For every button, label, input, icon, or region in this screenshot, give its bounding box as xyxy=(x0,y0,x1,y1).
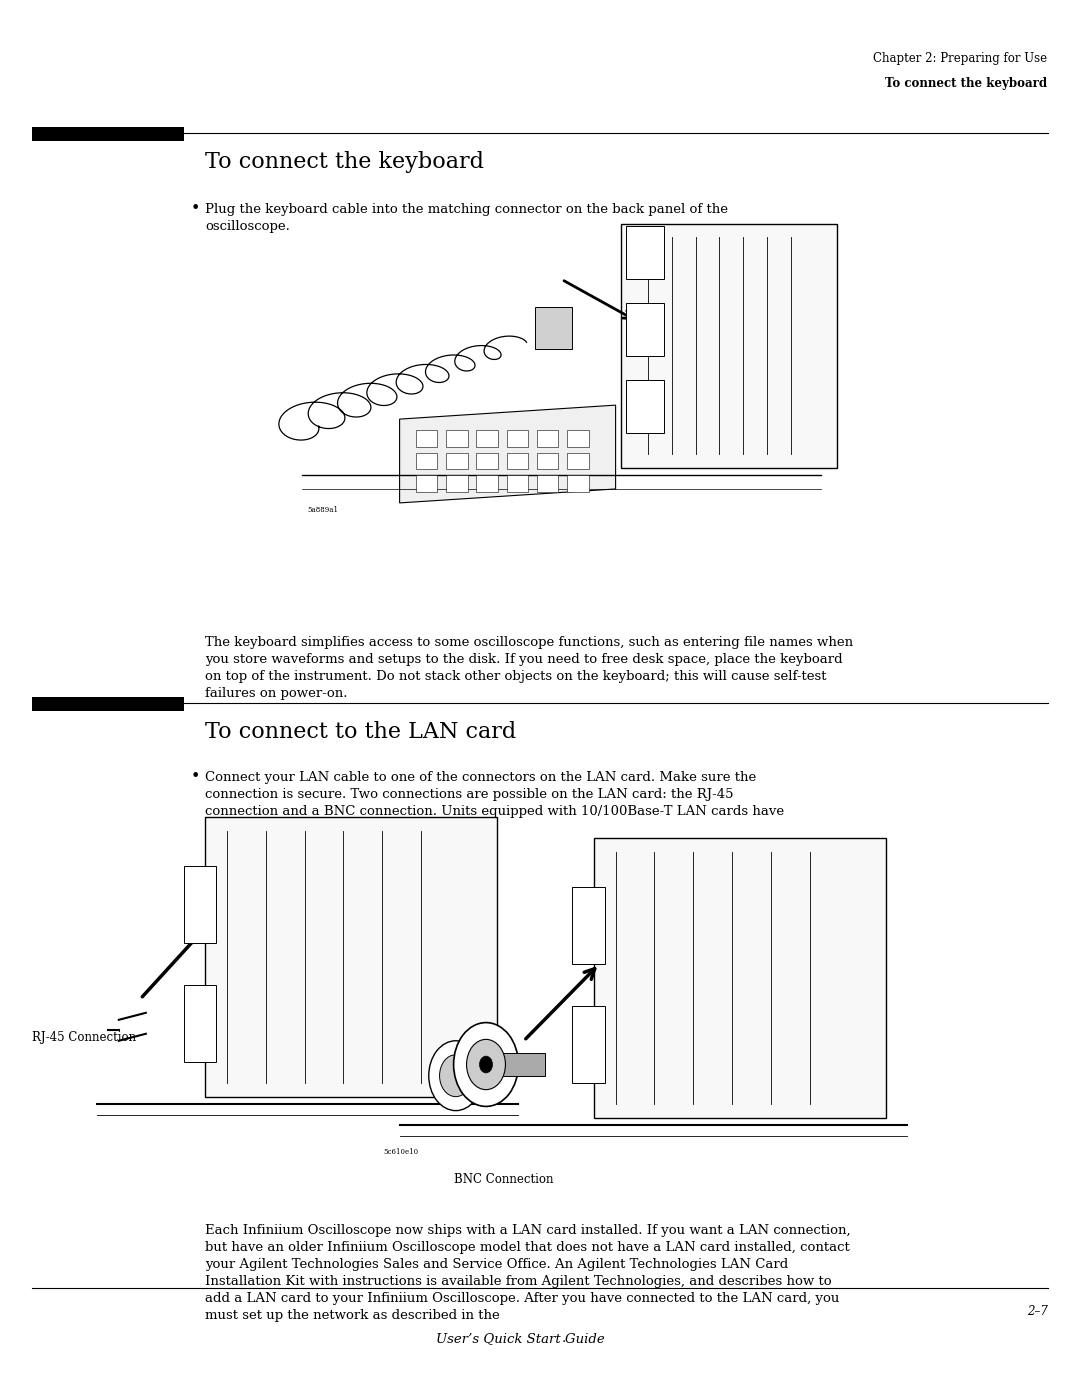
Text: 2–7: 2–7 xyxy=(1027,1305,1048,1317)
FancyBboxPatch shape xyxy=(32,697,184,711)
Text: 5c610e10: 5c610e10 xyxy=(383,1148,419,1157)
FancyBboxPatch shape xyxy=(507,430,528,447)
Text: BNC Connection: BNC Connection xyxy=(454,1173,553,1186)
FancyBboxPatch shape xyxy=(416,430,437,447)
FancyBboxPatch shape xyxy=(476,475,498,492)
FancyBboxPatch shape xyxy=(446,453,468,469)
Circle shape xyxy=(454,1023,518,1106)
FancyBboxPatch shape xyxy=(567,453,589,469)
Circle shape xyxy=(467,1039,505,1090)
FancyBboxPatch shape xyxy=(572,887,605,964)
FancyBboxPatch shape xyxy=(476,453,498,469)
FancyBboxPatch shape xyxy=(476,430,498,447)
FancyBboxPatch shape xyxy=(184,985,216,1062)
FancyBboxPatch shape xyxy=(507,475,528,492)
Text: Chapter 2: Preparing for Use: Chapter 2: Preparing for Use xyxy=(874,52,1048,64)
FancyBboxPatch shape xyxy=(626,303,664,356)
FancyBboxPatch shape xyxy=(567,475,589,492)
FancyBboxPatch shape xyxy=(626,380,664,433)
FancyBboxPatch shape xyxy=(416,453,437,469)
FancyBboxPatch shape xyxy=(446,430,468,447)
FancyBboxPatch shape xyxy=(481,1053,545,1076)
Circle shape xyxy=(429,1041,483,1111)
Text: Connect your LAN cable to one of the connectors on the LAN card. Make sure the
c: Connect your LAN cable to one of the con… xyxy=(205,771,784,835)
Text: To connect to the LAN card: To connect to the LAN card xyxy=(205,721,516,743)
Polygon shape xyxy=(400,405,616,503)
Text: To connect the keyboard: To connect the keyboard xyxy=(886,77,1048,89)
Text: 5a889a1: 5a889a1 xyxy=(308,506,339,514)
Circle shape xyxy=(480,1056,492,1073)
Text: Each Infiniium Oscilloscope now ships with a LAN card installed. If you want a L: Each Infiniium Oscilloscope now ships wi… xyxy=(205,1224,851,1322)
FancyBboxPatch shape xyxy=(184,866,216,943)
FancyBboxPatch shape xyxy=(626,226,664,279)
FancyBboxPatch shape xyxy=(621,224,837,468)
Text: The keyboard simplifies access to some oscilloscope functions, such as entering : The keyboard simplifies access to some o… xyxy=(205,636,853,700)
FancyBboxPatch shape xyxy=(535,307,572,349)
Text: Plug the keyboard cable into the matching connector on the back panel of the
osc: Plug the keyboard cable into the matchin… xyxy=(205,203,728,232)
Circle shape xyxy=(440,1055,472,1097)
Text: RJ-45 Connection: RJ-45 Connection xyxy=(32,1031,136,1044)
FancyBboxPatch shape xyxy=(507,453,528,469)
Text: To connect the keyboard: To connect the keyboard xyxy=(205,151,484,173)
FancyBboxPatch shape xyxy=(572,1006,605,1083)
Text: •: • xyxy=(190,200,200,217)
Text: •: • xyxy=(190,768,200,785)
FancyBboxPatch shape xyxy=(32,127,184,141)
FancyBboxPatch shape xyxy=(537,453,558,469)
FancyBboxPatch shape xyxy=(537,475,558,492)
Text: .: . xyxy=(562,1333,566,1345)
Text: User’s Quick Start Guide: User’s Quick Start Guide xyxy=(435,1333,605,1345)
FancyBboxPatch shape xyxy=(567,430,589,447)
FancyBboxPatch shape xyxy=(205,817,497,1097)
FancyBboxPatch shape xyxy=(537,430,558,447)
FancyBboxPatch shape xyxy=(416,475,437,492)
FancyBboxPatch shape xyxy=(446,475,468,492)
FancyBboxPatch shape xyxy=(594,838,886,1118)
